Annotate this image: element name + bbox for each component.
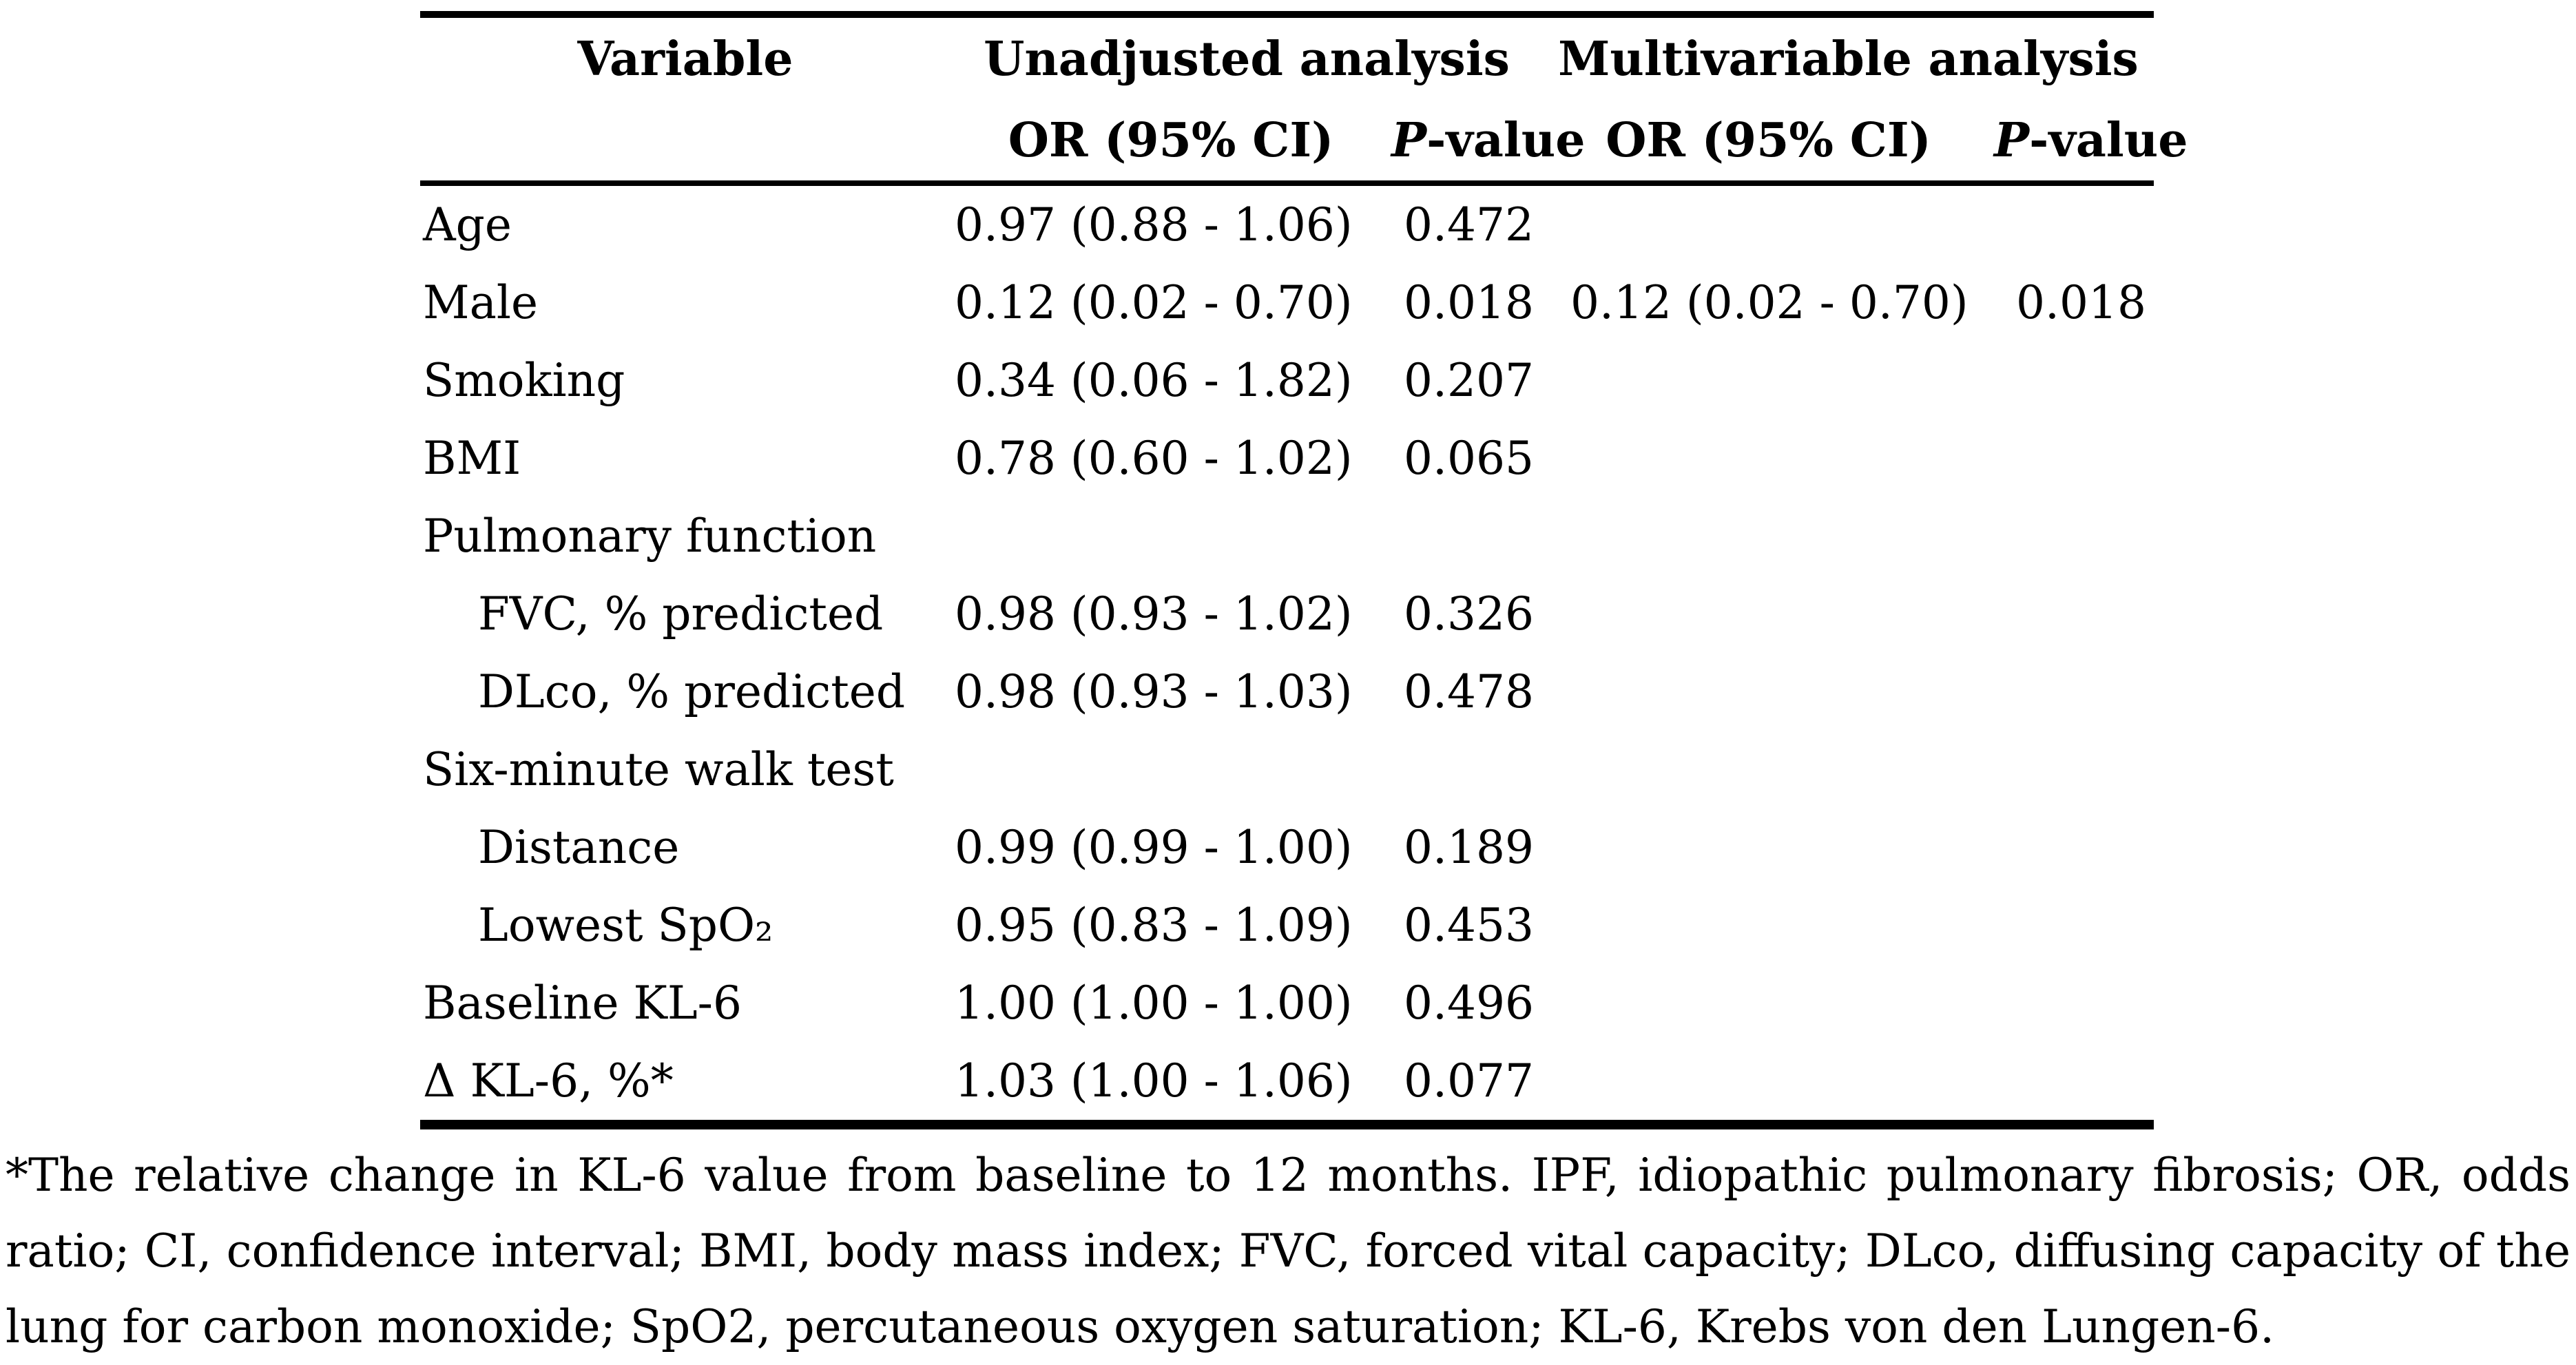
table-row-distance: Distance 0.99 (0.99 - 1.00) 0.189 — [420, 809, 2154, 886]
column-header-unadjusted-or: OR (95% CI) — [1008, 113, 1334, 168]
row-label: DLco, % predicted — [478, 665, 906, 718]
column-header-unadjusted-analysis: Unadjusted analysis — [984, 32, 1510, 87]
row-label: FVC, % predicted — [478, 587, 884, 640]
table-row-six-minute-walk-test: Six-minute walk test — [420, 731, 2154, 809]
unadjusted-or-value: 0.97 (0.88 - 1.06) — [955, 198, 1353, 251]
row-label: Δ KL-6, %* — [423, 1054, 674, 1107]
footnote-line: *The relative change in KL-6 value from … — [6, 1149, 2570, 1202]
table-row-fvc: FVC, % predicted 0.98 (0.93 - 1.02) 0.32… — [420, 575, 2154, 653]
table-row-baseline-kl6: Baseline KL-6 1.00 (1.00 - 1.00) 0.496 — [420, 964, 2154, 1042]
row-label: BMI — [423, 432, 521, 485]
row-label: Smoking — [423, 354, 625, 407]
table-header-row-stats: OR (95% CI) P-value OR (95% CI) P-value — [420, 101, 2188, 180]
unadjusted-or-value: 1.00 (1.00 - 1.00) — [955, 977, 1353, 1030]
unadjusted-or-value: 0.34 (0.06 - 1.82) — [955, 354, 1353, 407]
table-footnote: *The relative change in KL-6 value from … — [6, 1138, 2570, 1365]
table-row-delta-kl6: Δ KL-6, %* 1.03 (1.00 - 1.06) 0.077 — [420, 1042, 2154, 1120]
unadjusted-or-value: 0.78 (0.60 - 1.02) — [955, 432, 1353, 485]
column-header-unadjusted-pvalue: P-value — [1391, 113, 1586, 168]
row-label: Lowest SpO₂ — [478, 899, 773, 952]
regression-table: Variable Unadjusted analysis Multivariab… — [420, 11, 2188, 1129]
table-row-bmi: BMI 0.78 (0.60 - 1.02) 0.065 — [420, 419, 2154, 497]
unadjusted-p-value: 0.453 — [1404, 899, 1534, 952]
unadjusted-p-value: 0.189 — [1404, 821, 1534, 874]
unadjusted-p-value: 0.207 — [1404, 354, 1534, 407]
unadjusted-p-value: 0.496 — [1404, 977, 1534, 1030]
multivariable-or-value: 0.12 (0.02 - 0.70) — [1570, 276, 1969, 329]
table-header: Variable Unadjusted analysis Multivariab… — [420, 18, 2188, 186]
table-header-row-groups: Variable Unadjusted analysis Multivariab… — [420, 18, 2154, 101]
footnote-line: lung for carbon monoxide; SpO2, percutan… — [6, 1300, 2275, 1353]
row-label: Pulmonary function — [423, 510, 877, 563]
unadjusted-p-value: 0.077 — [1404, 1054, 1534, 1107]
unadjusted-p-value: 0.018 — [1404, 276, 1534, 329]
table-row-dlco: DLco, % predicted 0.98 (0.93 - 1.03) 0.4… — [420, 653, 2154, 731]
footnote-line: ratio; CI, confidence interval; BMI, bod… — [6, 1225, 2570, 1278]
column-header-multivariable-analysis: Multivariable analysis — [1558, 32, 2139, 87]
unadjusted-p-value: 0.478 — [1404, 665, 1534, 718]
row-label: Distance — [478, 821, 680, 874]
unadjusted-or-value: 1.03 (1.00 - 1.06) — [955, 1054, 1353, 1107]
table-row-pulmonary-function: Pulmonary function — [420, 497, 2154, 575]
unadjusted-p-value: 0.065 — [1404, 432, 1534, 485]
column-header-variable: Variable — [577, 32, 793, 87]
column-header-multivariable-pvalue: P-value — [1994, 113, 2188, 168]
unadjusted-or-value: 0.98 (0.93 - 1.02) — [955, 587, 1353, 640]
unadjusted-or-value: 0.95 (0.83 - 1.09) — [955, 899, 1353, 952]
unadjusted-p-value: 0.472 — [1404, 198, 1534, 251]
unadjusted-p-value: 0.326 — [1404, 587, 1534, 640]
table-row-male: Male 0.12 (0.02 - 0.70) 0.018 0.12 (0.02… — [420, 264, 2154, 342]
row-label: Male — [423, 276, 539, 329]
unadjusted-or-value: 0.99 (0.99 - 1.00) — [955, 821, 1353, 874]
table-row-lowest-spo2: Lowest SpO₂ 0.95 (0.83 - 1.09) 0.453 — [420, 886, 2154, 964]
unadjusted-or-value: 0.98 (0.93 - 1.03) — [955, 665, 1353, 718]
unadjusted-or-value: 0.12 (0.02 - 0.70) — [955, 276, 1353, 329]
table-row-smoking: Smoking 0.34 (0.06 - 1.82) 0.207 — [420, 342, 2154, 419]
row-label: Baseline KL-6 — [423, 977, 742, 1030]
row-label: Age — [423, 198, 512, 251]
multivariable-p-value: 0.018 — [2016, 276, 2146, 329]
table-row-age: Age 0.97 (0.88 - 1.06) 0.472 — [420, 186, 2154, 264]
column-header-multivariable-or: OR (95% CI) — [1606, 113, 1931, 168]
row-label: Six-minute walk test — [423, 743, 894, 796]
